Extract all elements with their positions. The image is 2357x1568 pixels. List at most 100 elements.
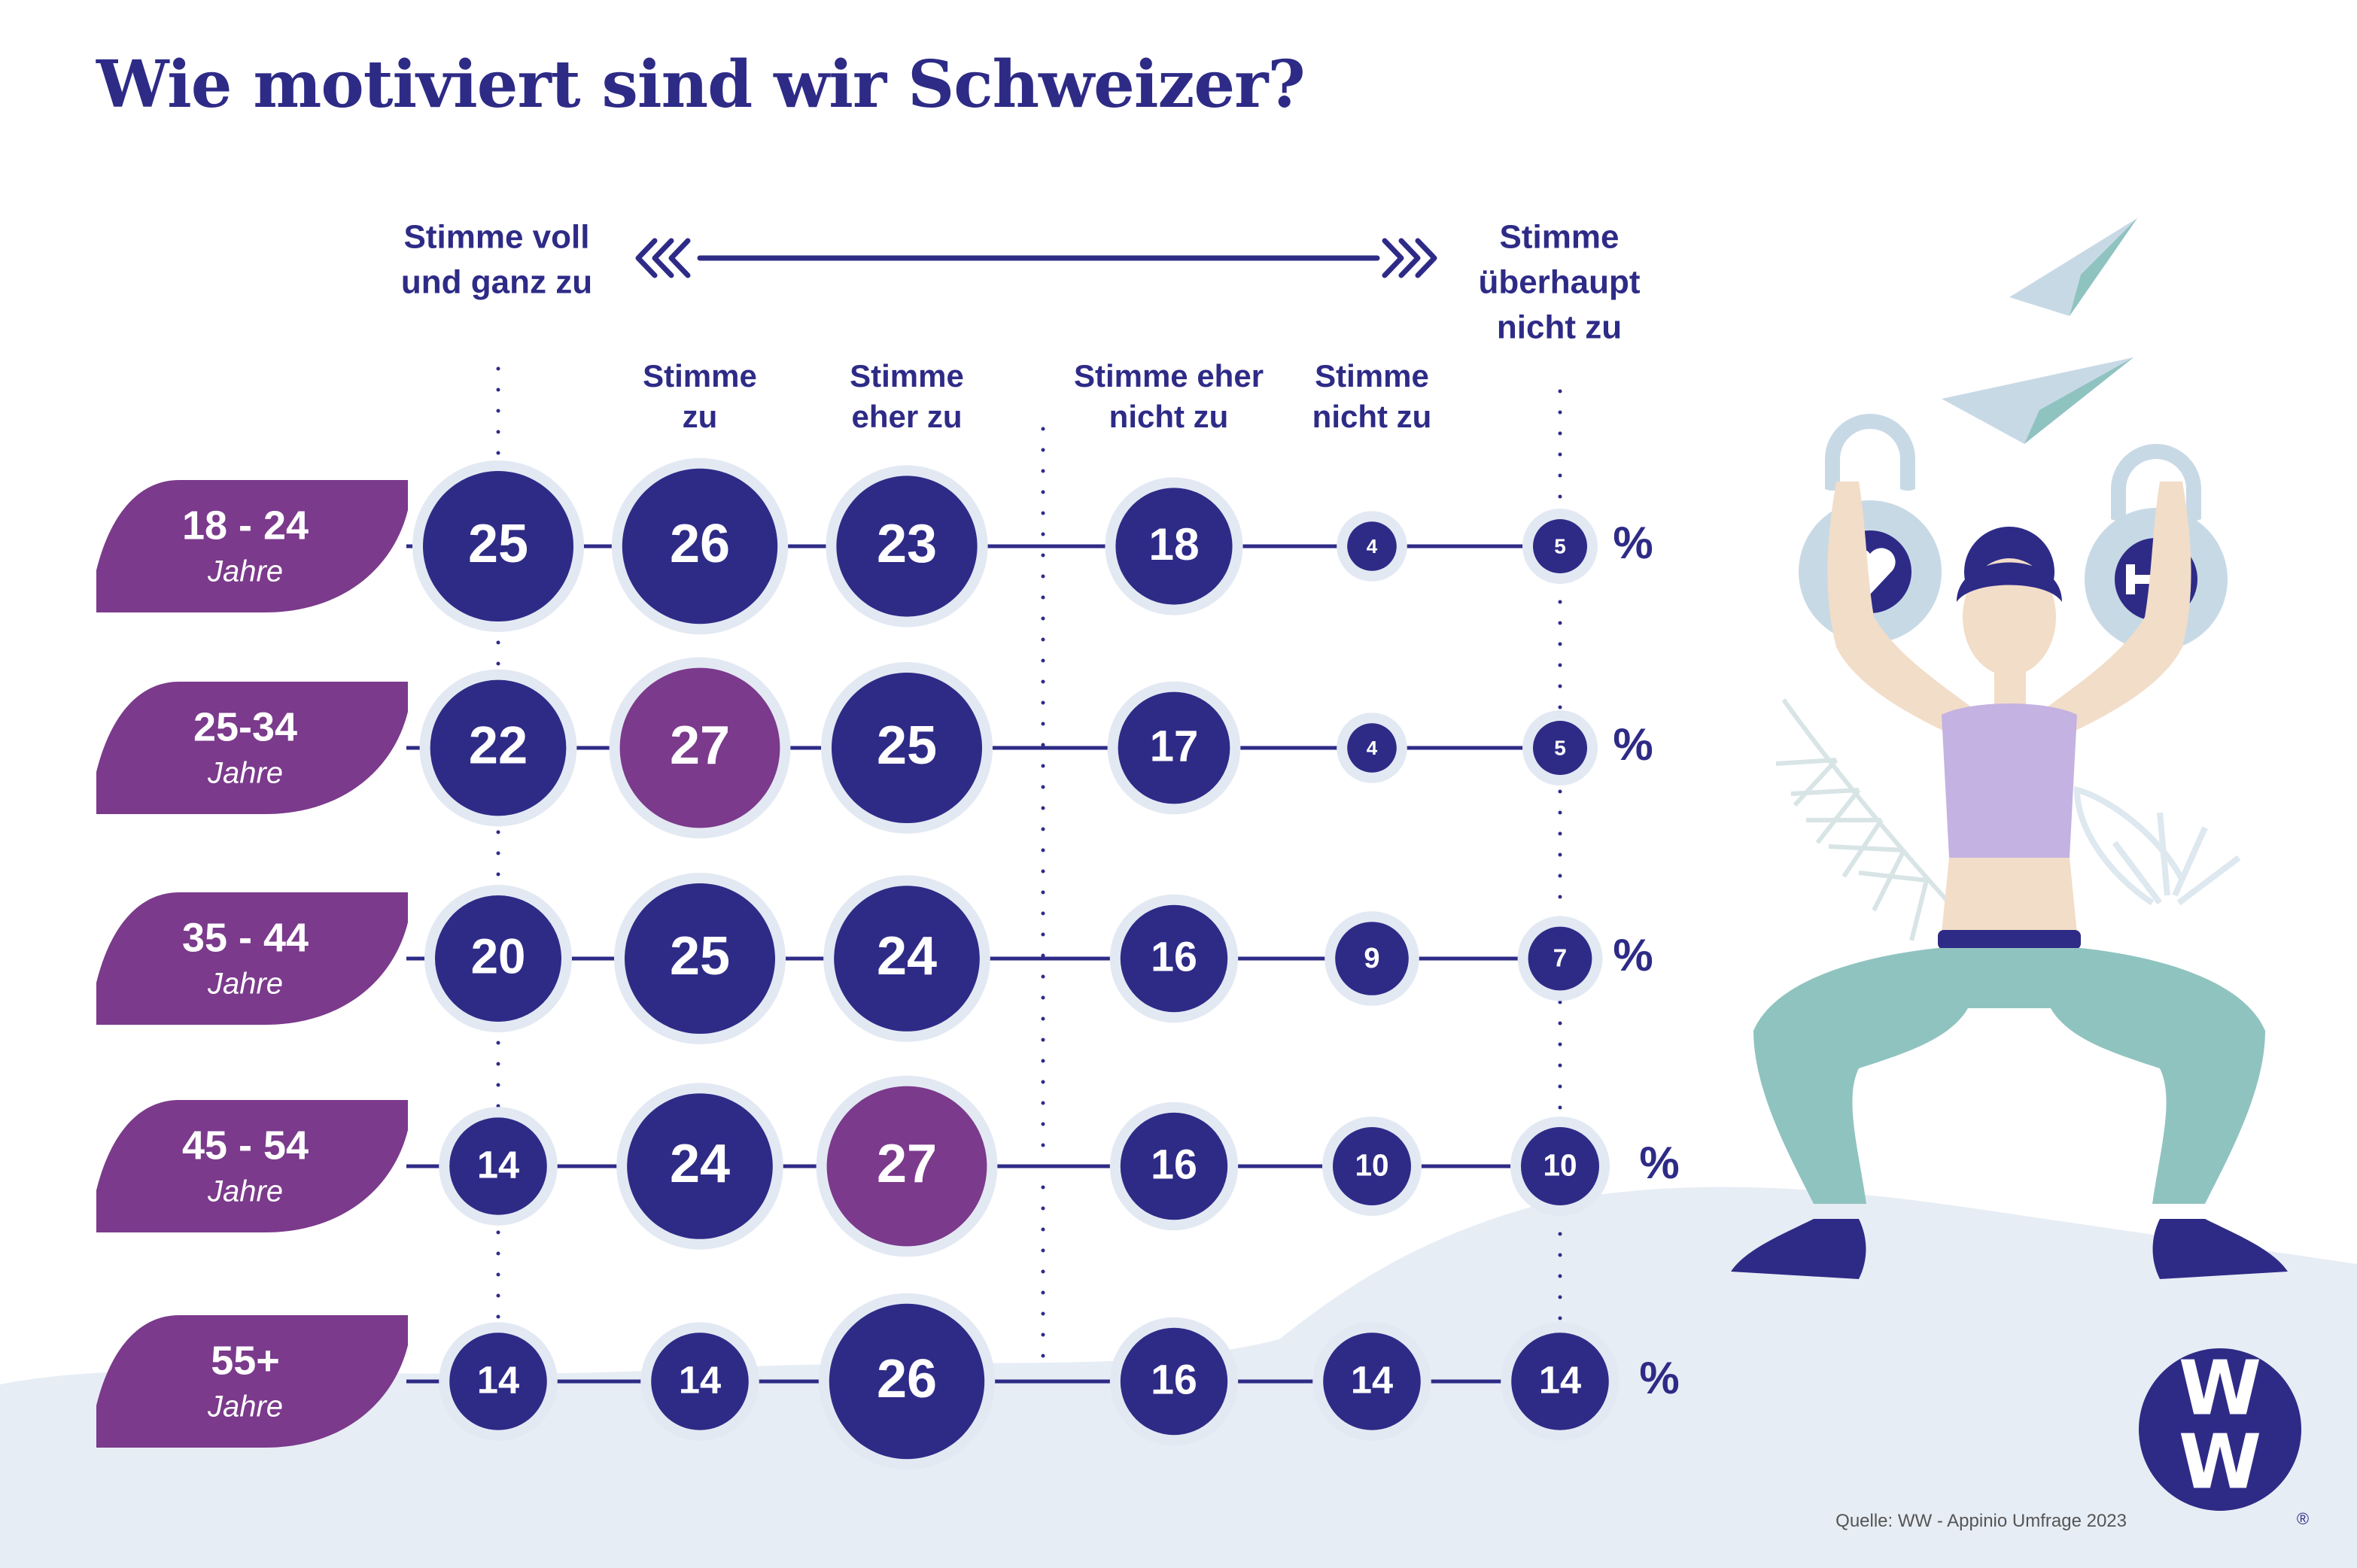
column-header: Stimme [643, 358, 757, 394]
scale-label-left: Stimme voll [404, 219, 590, 256]
age-group-sublabel: Jahre [207, 757, 283, 790]
value-label: 27 [670, 716, 730, 776]
scale-label-right: überhaupt [1478, 264, 1640, 301]
value-label: 27 [877, 1134, 937, 1194]
scale-label-left: und ganz zu [401, 264, 592, 301]
value-bubble [826, 1086, 987, 1247]
age-group-sublabel: Jahre [207, 555, 283, 588]
value-bubble [627, 1093, 773, 1239]
value-label: 14 [477, 1358, 519, 1401]
age-group-tag [96, 1100, 408, 1232]
value-bubble [1511, 1332, 1609, 1430]
value-bubble [449, 1332, 547, 1430]
value-bubble [832, 673, 982, 823]
age-group-label: 55+ [211, 1338, 280, 1383]
value-label: 4 [1367, 535, 1378, 558]
age-group-label: 25-34 [193, 704, 297, 749]
column-header: nicht zu [1312, 399, 1432, 434]
value-label: 10 [1355, 1148, 1388, 1183]
column-header: Stimme [850, 358, 964, 394]
value-bubble [1533, 519, 1587, 573]
value-label: 14 [1539, 1358, 1581, 1401]
value-bubble [834, 886, 980, 1032]
source-note: Quelle: WW - Appinio Umfrage 2023 [1835, 1511, 2127, 1531]
value-bubble [1120, 1112, 1228, 1220]
age-group-tag [96, 682, 408, 814]
value-label: 22 [469, 716, 528, 775]
age-group-sublabel: Jahre [207, 968, 283, 1001]
value-label: 20 [471, 928, 526, 983]
age-group-label: 45 - 54 [182, 1123, 309, 1168]
ww-logo-registered: ® [2297, 1509, 2309, 1528]
scale-arrow-left-chevron [668, 238, 691, 278]
value-bubble [1115, 488, 1233, 605]
scale-label-right: Stimme [1500, 219, 1619, 256]
value-bubble [829, 1303, 985, 1460]
value-label: 25 [877, 716, 937, 776]
value-label: 4 [1367, 737, 1378, 759]
age-group-tag [96, 892, 408, 1025]
paper-planes [1942, 218, 2137, 444]
ww-logo-letter-top: W [2179, 1344, 2261, 1432]
value-label: 14 [1351, 1358, 1393, 1401]
value-bubble [622, 468, 778, 624]
scale-label-right: nicht zu [1497, 309, 1622, 346]
value-label: 7 [1553, 945, 1567, 973]
value-bubble [1120, 904, 1228, 1013]
value-bubble [619, 667, 780, 828]
column-header: eher zu [851, 399, 962, 434]
value-bubble [1120, 1327, 1228, 1436]
value-label: 16 [1151, 1141, 1197, 1188]
value-bubble [625, 883, 775, 1034]
percent-sign: % [1613, 719, 1653, 770]
age-group-sublabel: Jahre [207, 1390, 283, 1424]
value-bubble [1347, 521, 1397, 571]
value-label: 26 [670, 514, 730, 574]
value-bubble [449, 1117, 547, 1215]
scale-arrow-right-chevron [1398, 238, 1421, 278]
scale-arrow-right-chevron [1415, 238, 1437, 278]
value-label: 23 [877, 514, 937, 574]
age-group-label: 35 - 44 [182, 915, 309, 960]
value-label: 10 [1543, 1148, 1577, 1183]
value-bubble [1528, 926, 1592, 991]
value-label: 5 [1554, 534, 1566, 558]
value-label: 24 [670, 1134, 730, 1194]
value-label: 25 [468, 514, 528, 574]
value-label: 25 [670, 926, 730, 986]
value-label: 14 [679, 1358, 721, 1401]
scale-arrow-right-chevron [1382, 238, 1404, 278]
value-bubble [1323, 1332, 1421, 1430]
column-header: nicht zu [1109, 399, 1229, 434]
value-label: 5 [1554, 736, 1566, 759]
value-bubble [836, 476, 978, 617]
column-header: zu [683, 399, 718, 434]
value-bubble [435, 895, 561, 1022]
value-label: 18 [1148, 518, 1199, 570]
column-header: Stimme eher [1074, 358, 1264, 394]
value-bubble [1333, 1127, 1411, 1205]
percent-sign: % [1639, 1353, 1679, 1403]
value-bubble [1335, 922, 1409, 995]
athlete-illustration [1731, 414, 2288, 1279]
value-bubble [1521, 1127, 1599, 1205]
value-label: 26 [877, 1349, 937, 1409]
scale-arrow-left-chevron [635, 238, 658, 278]
page-title: Wie motiviert sind wir Schweizer? [96, 47, 1306, 123]
value-bubble [430, 679, 567, 816]
age-group-tag [96, 480, 408, 612]
ww-logo-letter-bottom: W [2179, 1418, 2261, 1506]
value-bubble [1347, 723, 1397, 773]
age-group-sublabel: Jahre [207, 1175, 283, 1208]
value-bubble [651, 1332, 749, 1430]
value-bubble [423, 471, 573, 621]
percent-sign: % [1613, 930, 1653, 980]
value-label: 24 [877, 926, 937, 986]
age-group-tag [96, 1315, 408, 1448]
percent-sign: % [1639, 1138, 1679, 1188]
age-group-label: 18 - 24 [182, 503, 309, 548]
value-label: 16 [1151, 1357, 1197, 1403]
value-label: 14 [477, 1143, 519, 1186]
column-header: Stimme [1315, 358, 1429, 394]
